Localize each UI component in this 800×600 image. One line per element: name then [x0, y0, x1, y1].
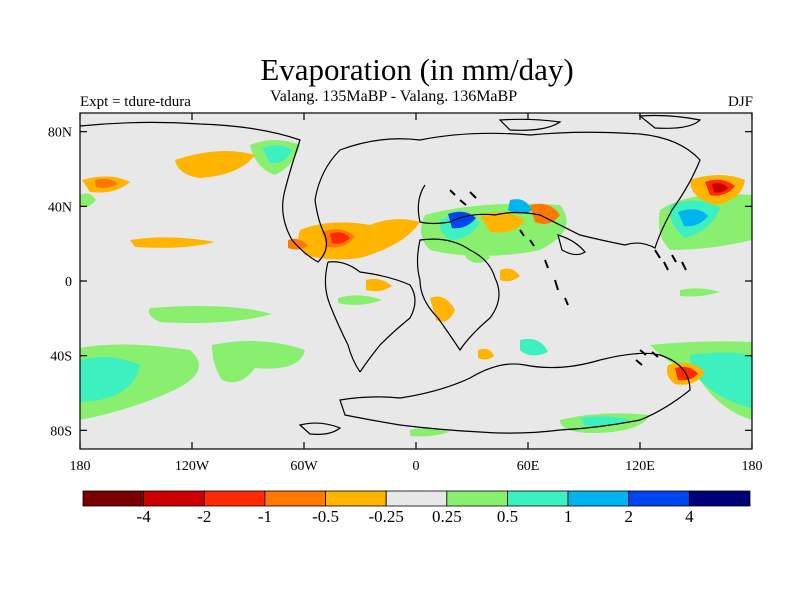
lat-tick-label: 0	[65, 275, 72, 290]
colorbar-swatch	[567, 490, 630, 507]
lat-tick-label: 80N	[48, 126, 72, 141]
anomaly-area	[330, 232, 350, 244]
colorbar-swatch	[82, 490, 145, 507]
anomaly-area	[508, 199, 532, 214]
anomaly-area	[148, 306, 272, 323]
anomaly-field	[80, 140, 752, 437]
lat-tick-label: 40N	[48, 200, 72, 215]
axis-tick-labels: 180 120W 60W 0 60E 120E 180 80N 40N 0 40S 80S	[48, 126, 763, 474]
anomaly-area	[298, 219, 420, 260]
paleo-coastlines	[79, 114, 702, 435]
anomaly-area	[478, 348, 494, 360]
anomaly-area	[262, 145, 292, 164]
anomaly-area	[690, 352, 752, 408]
coastline	[327, 261, 416, 373]
anomaly-area	[80, 193, 96, 208]
anomaly-area	[80, 356, 140, 402]
map-subtitle: Valang. 135MaBP - Valang. 136MaBP	[270, 88, 518, 105]
coastline	[417, 131, 701, 249]
colorbar-label: -4	[136, 507, 151, 526]
anomaly-area	[678, 209, 708, 227]
coastline	[324, 261, 361, 373]
coastline	[339, 352, 691, 434]
colorbar-label: 0.25	[431, 507, 462, 526]
lon-tick-label: 60W	[290, 459, 318, 474]
map-title: Evaporation (in mm/day)	[260, 52, 574, 87]
lon-tick-label: 60E	[517, 459, 540, 474]
colorbar-swatch	[385, 490, 448, 507]
colorbar-swatch	[628, 490, 690, 507]
coastline	[638, 114, 702, 129]
anomaly-area	[338, 295, 382, 305]
coastline	[449, 189, 569, 306]
anomaly-area	[410, 427, 450, 437]
colorbar-label: -2	[197, 507, 212, 526]
anomaly-area	[130, 237, 215, 248]
colorbar	[82, 490, 751, 507]
colorbar-swatch	[507, 490, 569, 507]
coastline	[635, 349, 659, 366]
colorbar-label: -0.5	[312, 507, 339, 526]
anomaly-area	[500, 268, 520, 282]
colorbar-swatch	[264, 490, 326, 507]
lon-tick-label: 0	[413, 459, 420, 474]
anomaly-area	[175, 151, 255, 178]
anomaly-area	[366, 278, 392, 292]
colorbar-label: 4	[685, 507, 694, 526]
lat-tick-label: 80S	[50, 424, 72, 439]
lon-tick-label: 120E	[625, 459, 655, 474]
season-label: DJF	[727, 94, 753, 110]
anomaly-area	[212, 341, 305, 383]
colorbar-swatch	[688, 490, 751, 507]
colorbar-swatch	[203, 490, 266, 507]
anomaly-area	[712, 183, 728, 193]
lon-tick-label: 180	[70, 459, 91, 474]
colorbar-label: 0.5	[496, 507, 519, 526]
coastline	[79, 121, 421, 263]
lat-tick-label: 40S	[50, 350, 72, 365]
colorbar-swatch	[143, 490, 205, 507]
anomaly-area	[680, 288, 720, 297]
coastline	[654, 249, 687, 271]
coastline	[557, 234, 586, 256]
coastline	[498, 118, 562, 131]
colorbar-label: 1	[563, 507, 573, 526]
lon-tick-label: 120W	[175, 459, 210, 474]
colorbar-swatch	[325, 490, 387, 507]
anomaly-area	[520, 338, 548, 356]
anomaly-area	[95, 178, 118, 188]
colorbar-label: -0.25	[368, 507, 404, 526]
anomaly-area	[480, 212, 525, 233]
axis-ticks	[79, 113, 753, 449]
coastline	[298, 422, 342, 435]
experiment-label: Expt = tdure-tdura	[80, 94, 191, 110]
anomaly-area	[530, 203, 560, 224]
coastline	[416, 238, 500, 352]
colorbar-label: 2	[624, 507, 633, 526]
colorbar-swatch	[446, 490, 508, 507]
lon-tick-label: 180	[742, 459, 763, 474]
colorbar-label: -1	[257, 507, 272, 526]
